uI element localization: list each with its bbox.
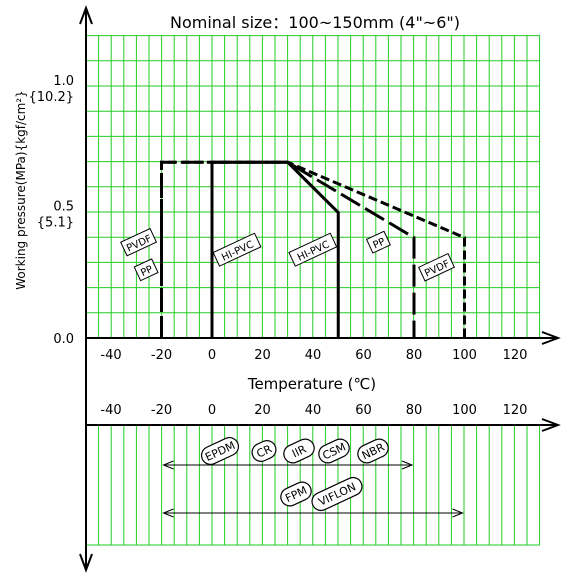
x-tick-label: 80 bbox=[406, 348, 423, 363]
rubber-label: FPM bbox=[280, 481, 312, 507]
x-tick-label: 40 bbox=[305, 348, 322, 363]
rubber-label: CR bbox=[251, 440, 277, 462]
rubber-label-text: CR bbox=[255, 442, 275, 460]
x-tick-label-lower: 40 bbox=[305, 403, 322, 418]
y-tick-label: 1.0 bbox=[53, 74, 74, 89]
series-tag: PVDF bbox=[120, 227, 158, 257]
rubber-label: CSM bbox=[318, 438, 350, 464]
y-axis-title: Working pressure(MPa){kgf/cm²} bbox=[14, 90, 28, 290]
rubber-label: EPDM bbox=[200, 437, 240, 465]
x-tick-label: -20 bbox=[151, 348, 172, 363]
x-tick-label-lower: 20 bbox=[254, 403, 271, 418]
rubber-label-pill bbox=[283, 438, 315, 464]
x-tick-label: 0 bbox=[208, 348, 216, 363]
rubber-label-pill bbox=[357, 438, 389, 464]
series-tag-box bbox=[212, 232, 262, 267]
series-tag-label: PP bbox=[139, 264, 155, 279]
rubber-label-text: IIR bbox=[290, 442, 309, 460]
x-axis-arrow bbox=[541, 331, 561, 345]
chart-title: Nominal size：100~150mm (4"~6") bbox=[170, 13, 460, 32]
series-line-hi-pvc bbox=[210, 160, 340, 338]
y-axis-arrow-up bbox=[79, 5, 93, 25]
y-axis-arrow-down bbox=[79, 553, 93, 573]
x-tick-label-lower: -20 bbox=[151, 403, 172, 418]
x-tick-label-lower: 80 bbox=[406, 403, 423, 418]
series-tag: PP bbox=[133, 258, 159, 282]
x-tick-label: 60 bbox=[355, 348, 372, 363]
rubber-label-pill bbox=[251, 440, 277, 462]
x-tick-label-lower: -40 bbox=[100, 403, 121, 418]
series-tag-box bbox=[417, 252, 456, 282]
rubber-label-pill bbox=[200, 437, 240, 465]
lower-axis-arrow bbox=[541, 418, 561, 432]
series-tag-box bbox=[133, 258, 159, 282]
arrowhead-right bbox=[452, 508, 464, 518]
series-tag: PVDF bbox=[417, 252, 456, 282]
series-tag-box bbox=[120, 227, 158, 257]
series-tag-box bbox=[365, 230, 391, 254]
x-tick-label: 100 bbox=[452, 348, 477, 363]
x-tick-label: 20 bbox=[254, 348, 271, 363]
arrowhead-left bbox=[162, 460, 174, 470]
y-tick-label: 0.0 bbox=[53, 332, 74, 347]
rubber-label-pill bbox=[280, 481, 312, 507]
x-tick-label-lower: 60 bbox=[355, 403, 372, 418]
arrowhead-right bbox=[401, 460, 414, 470]
x-tick-label-lower: 100 bbox=[452, 403, 477, 418]
y-tick-sublabel: {5.1} bbox=[37, 216, 74, 231]
x-tick-label: 120 bbox=[503, 348, 528, 363]
rubber-label: IIR bbox=[283, 438, 315, 464]
x-axis-title: Temperature (℃) bbox=[247, 375, 376, 393]
y-tick-label: 0.5 bbox=[53, 200, 74, 215]
series-tag: PP bbox=[365, 230, 391, 254]
rubber-label-pill bbox=[318, 438, 350, 464]
rubber-label-pill bbox=[311, 476, 363, 512]
y-tick-sublabel: {10.2} bbox=[29, 90, 75, 105]
rubber-label: NBR bbox=[357, 438, 389, 464]
x-tick-label-lower: 120 bbox=[503, 403, 528, 418]
series-tag-label: PP bbox=[371, 236, 387, 251]
x-tick-label-lower: 0 bbox=[208, 403, 216, 418]
x-tick-label: -40 bbox=[100, 348, 121, 363]
rubber-label: VIFLON bbox=[311, 476, 363, 512]
series-tag-box bbox=[288, 232, 338, 267]
arrowhead-left bbox=[162, 508, 174, 518]
